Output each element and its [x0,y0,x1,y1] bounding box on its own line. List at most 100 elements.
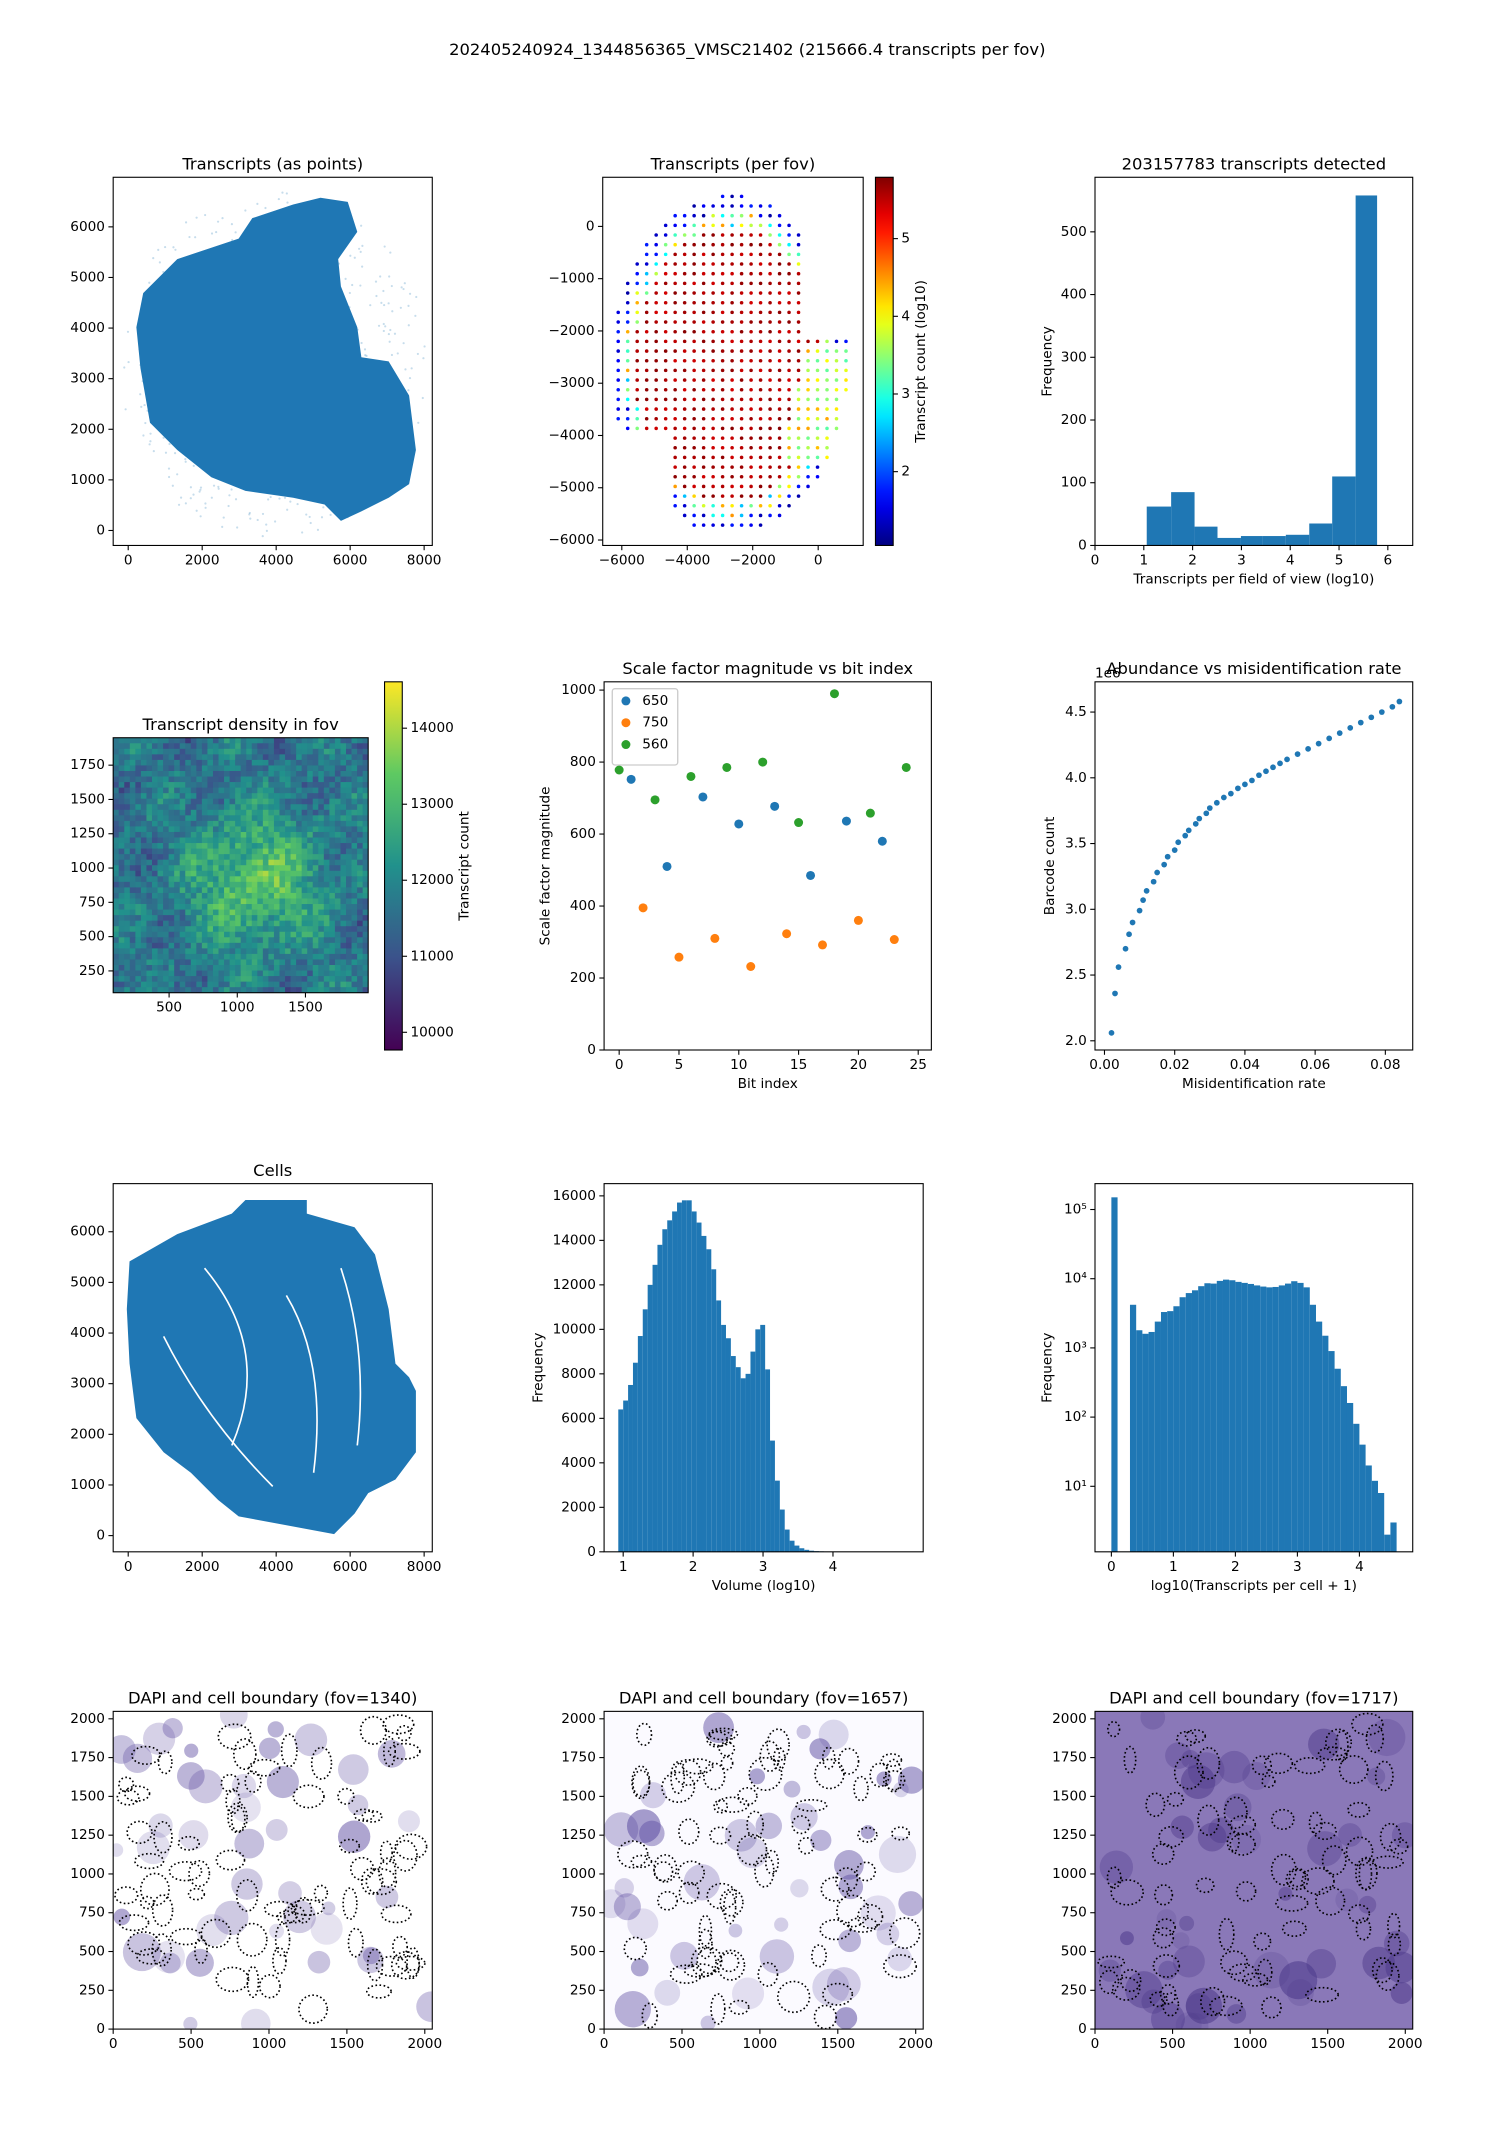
halo-dot [126,330,130,333]
fov-dot [758,281,763,286]
density-cell [307,881,314,888]
nucleus [377,1740,406,1768]
fov-dot [758,339,763,344]
fov-dot [682,252,687,257]
fov-dot [758,465,763,469]
fov-dot [663,329,668,334]
x-tick-label: 500 [156,1000,182,1016]
density-cell [135,776,142,783]
density-cell [224,915,231,922]
y-tick-label: −1000 [548,271,594,287]
density-cell [118,987,125,993]
density-cell [118,970,125,977]
density-cell [251,926,258,933]
density-cell [290,765,297,772]
density-cell [185,848,192,855]
density-cell [323,831,330,838]
fov-dot [758,262,763,266]
cell-boundary [716,1949,746,1981]
density-cell [179,948,186,955]
halo-dot [261,512,265,516]
density-cell [235,965,242,971]
cell-boundary [1371,1855,1404,1869]
density-cell [262,787,269,794]
density-cell [318,898,325,905]
bar [657,1244,663,1552]
density-cell [212,859,219,866]
density-cell [224,898,231,905]
cell-boundary [617,1840,649,1869]
cell-boundary [882,1954,918,1979]
density-cell [113,898,120,905]
density-cell [124,831,131,838]
density-cell [268,965,275,971]
density-cell [201,904,208,910]
fov-dot [749,349,753,353]
density-cell [246,859,253,866]
density-cell [135,804,142,811]
halo-dot [382,322,385,326]
density-cell [212,843,219,850]
density-cell [135,876,142,883]
nucleus [1242,1762,1271,1791]
density-cell [262,776,269,783]
cell-boundary [294,1896,313,1924]
density-cell [179,765,186,772]
bar [740,1378,746,1552]
density-cell [329,876,336,883]
nucleus [1253,1951,1290,1989]
density-cell [118,915,125,922]
density-cell [201,970,208,977]
density-cell [174,865,181,872]
x-tick-label: 15 [790,1057,807,1073]
density-cell [190,798,197,805]
density-cell [229,981,236,988]
density-cell [357,754,364,761]
fov-dot [720,281,725,286]
y-tick-label: 250 [79,1982,105,1998]
y-tick-label: 5000 [70,1274,105,1290]
density-cell [190,848,197,855]
halo-dot [171,484,174,487]
density-cell [240,776,247,783]
y-tick-label: 2.5 [1065,967,1087,983]
fov-dot [749,504,753,508]
fov-dot [701,407,706,411]
density-cell [296,876,303,883]
fov-dot [616,397,620,402]
density-cell [146,765,153,772]
cell-boundary [1242,1972,1269,1987]
density-cell [196,915,203,922]
density-cell [307,854,314,861]
plot-area [1111,1197,1397,1552]
fov-dot [730,358,734,363]
density-cell [346,926,352,933]
density-cell [129,904,136,910]
fov-dot [663,339,668,344]
density-cell [163,831,170,838]
density-cell [229,920,236,927]
nucleus [818,1719,849,1750]
colorbar-tick-label: 10000 [410,1024,453,1040]
fov-dot [701,223,706,228]
density-cell [285,887,291,894]
density-cell [262,837,269,844]
density-cell [118,904,125,910]
density-cell [212,809,219,816]
density-cell [229,870,236,877]
density-cell [279,748,286,755]
fov-dot [815,339,820,344]
density-cell [251,787,258,794]
cell-boundary [387,1742,421,1760]
density-cell [140,965,147,971]
density-cell [207,959,214,966]
point [1171,847,1178,853]
fov-dot [739,436,744,440]
density-cell [201,743,208,750]
x-tick-label: −4000 [664,552,710,568]
cell-boundary [379,1840,393,1865]
density-cell [229,765,236,772]
y-tick-label: 1750 [70,757,105,773]
plot-area [618,1200,864,1552]
nucleus [790,1879,809,1898]
